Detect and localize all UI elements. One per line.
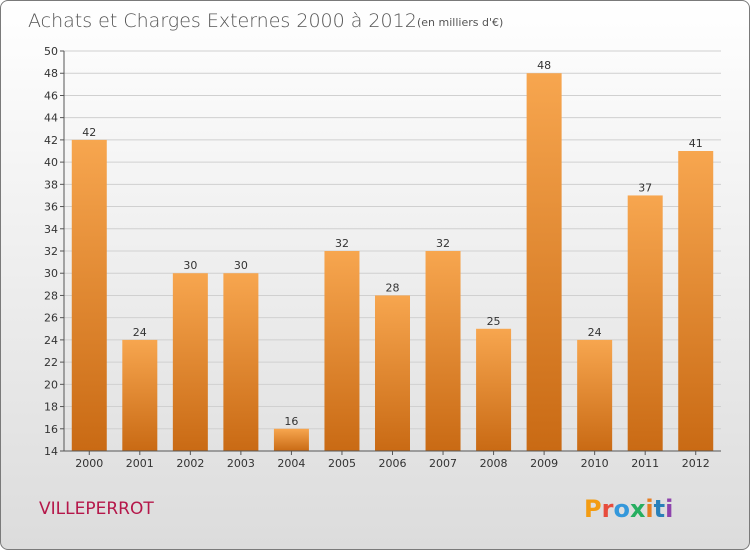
y-tick-label: 14 [44,445,58,458]
logo-letter: x [630,495,646,523]
bar [577,339,613,451]
bar-value-label: 16 [284,415,298,428]
bar-value-label: 41 [689,137,703,150]
y-tick-label: 38 [44,178,58,191]
y-tick-label: 40 [44,156,58,169]
x-tick-label: 2004 [277,457,305,470]
y-tick-label: 48 [44,67,58,80]
proxiti-logo: Proxiti [584,495,673,523]
y-tick-label: 16 [44,423,58,436]
chart-unit: (en milliers d'€) [417,16,503,29]
y-tick-label: 24 [44,334,58,347]
logo-letter: P [584,495,602,523]
x-tick-label: 2010 [581,457,609,470]
bar [375,295,410,451]
bar [223,273,259,451]
bar [425,251,461,451]
x-tick-label: 2003 [227,457,255,470]
bar-value-label: 42 [82,126,96,139]
x-tick-label: 2009 [530,457,558,470]
bar [273,428,309,451]
x-axis-ticks: 2000 2001 2002 2003 2004 2005 2006 2007 2008 2009… [75,451,710,470]
y-tick-label: 32 [44,245,58,258]
bar-value-label: 32 [436,237,450,250]
bar-value-label: 28 [386,281,400,294]
y-tick-label: 50 [44,45,58,58]
bar [627,195,663,451]
bar [71,139,107,451]
bar-value-label: 30 [234,259,248,272]
bar [122,339,158,451]
y-tick-label: 42 [44,134,58,147]
x-tick-label: 2001 [126,457,154,470]
bar [172,273,208,451]
bar [678,151,714,451]
bar-value-label: 48 [537,59,551,72]
bar-value-label: 24 [588,326,602,339]
bar [526,73,562,451]
x-tick-label: 2011 [631,457,659,470]
x-tick-label: 2008 [480,457,508,470]
commune-name: VILLEPERROT [39,499,154,519]
y-tick-label: 30 [44,267,58,280]
bar-value-label: 25 [487,315,501,328]
y-tick-label: 22 [44,356,58,369]
bar-value-label: 32 [335,237,349,250]
bar-value-label: 24 [133,326,147,339]
bar-value-label: 37 [638,181,652,194]
y-tick-label: 46 [44,89,58,102]
y-tick-label: 34 [44,223,58,236]
x-tick-label: 2000 [75,457,103,470]
x-tick-label: 2007 [429,457,457,470]
logo-letter: o [613,495,630,523]
x-tick-label: 2002 [176,457,204,470]
y-tick-label: 36 [44,201,58,214]
logo-letter: r [602,495,614,523]
chart-title: Achats et Charges Externes 2000 à 2012 [28,10,417,32]
x-tick-label: 2006 [379,457,407,470]
y-tick-label: 26 [44,312,58,325]
logo-letter: t [654,495,665,523]
bar [324,251,360,451]
bar [476,328,512,451]
y-tick-label: 44 [44,112,58,125]
x-tick-label: 2012 [682,457,710,470]
y-tick-label: 18 [44,401,58,414]
logo-letter: i [665,495,673,523]
bar-value-label: 30 [183,259,197,272]
bars: 42 24 30 30 16 32 28 32 25 48 24 37 41 [71,59,714,451]
y-tick-label: 20 [44,378,58,391]
logo-letter: i [645,495,653,523]
y-tick-label: 28 [44,289,58,302]
x-tick-label: 2005 [328,457,356,470]
y-axis-ticks: 14 16 18 20 22 24 26 28 30 32 34 36 38 40 42 44 46 48 50 [44,45,64,458]
